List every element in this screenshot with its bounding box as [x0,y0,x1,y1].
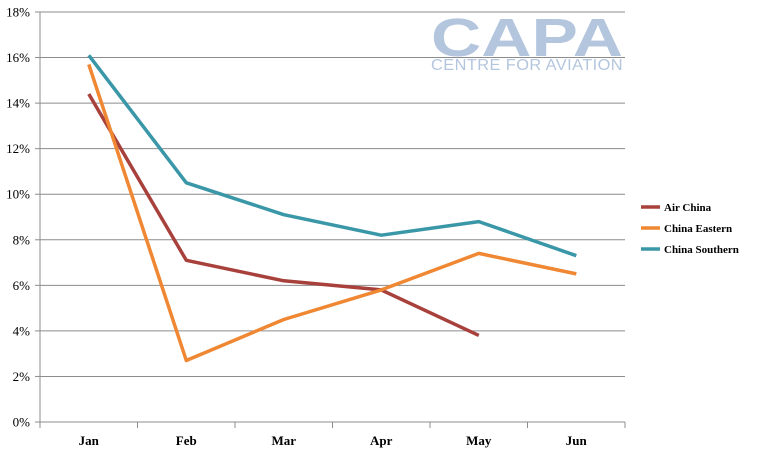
y-tick-label: 4% [13,323,31,338]
series-line-china-southern [87,54,577,258]
x-tick-label: Jan [79,433,100,448]
series-line-air-china [87,93,480,337]
capa-logo: CAPA CENTRE FOR AVIATION [431,8,623,74]
series-line-china-eastern [87,63,577,363]
legend: Air China China Eastern China Southern [641,202,739,256]
y-tick-label: 16% [6,50,30,65]
legend-label: Air China [664,202,712,214]
y-tick-label: 0% [13,415,31,430]
y-tick-label: 10% [6,187,30,202]
x-tick-label: Jun [566,433,588,448]
y-tick-label: 14% [6,96,30,111]
y-tick-label: 18% [6,5,30,20]
y-tick-label: 6% [13,278,31,293]
logo-subtitle: CENTRE FOR AVIATION [431,57,623,74]
x-tick-label: Feb [176,433,197,448]
legend-label: China Eastern [664,223,732,235]
x-tick-label: Mar [271,433,296,448]
y-tick-label: 2% [13,369,31,384]
grid [40,11,625,377]
axes: 0% 2% 4% 6% 8% 10% 12% 14% 16% 18% Jan Feb Mar Apr May… [6,5,626,448]
series [87,54,577,363]
legend-label: China Southern [664,244,739,256]
y-tick-label: 8% [13,232,31,247]
y-tick-label: 12% [6,141,30,156]
x-tick-label: May [466,433,492,448]
x-tick-label: Apr [370,433,393,448]
logo-wordmark: CAPA [431,8,623,68]
